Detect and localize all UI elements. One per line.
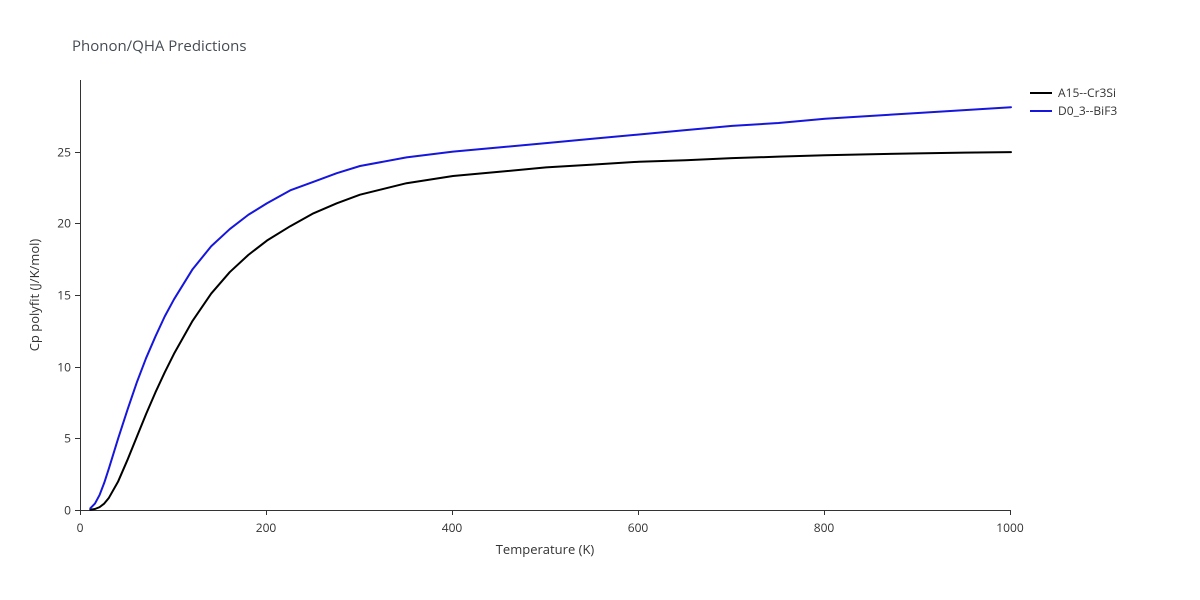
y-tick-label: 10 xyxy=(47,358,71,375)
x-tick-label: 0 xyxy=(77,519,84,536)
y-tick-label: 5 xyxy=(47,430,71,447)
y-tick-mark xyxy=(75,367,80,368)
x-axis-label: Temperature (K) xyxy=(496,540,595,558)
x-tick-mark xyxy=(452,510,453,515)
chart-lines xyxy=(81,80,1011,510)
legend-label: D0_3--BiF3 xyxy=(1058,102,1117,119)
x-tick-label: 1000 xyxy=(996,519,1023,536)
x-tick-mark xyxy=(1010,510,1011,515)
y-axis-label: Cp polyfit (J/K/mol) xyxy=(25,239,43,352)
x-tick-label: 200 xyxy=(256,519,277,536)
x-tick-label: 800 xyxy=(814,519,835,536)
series-line xyxy=(90,152,1011,510)
x-tick-label: 400 xyxy=(442,519,463,536)
y-tick-mark xyxy=(75,295,80,296)
chart-container: Phonon/QHA Predictions Temperature (K) C… xyxy=(0,0,1200,600)
x-tick-mark xyxy=(80,510,81,515)
x-tick-mark xyxy=(266,510,267,515)
y-tick-mark xyxy=(75,223,80,224)
x-tick-label: 600 xyxy=(628,519,649,536)
y-tick-mark xyxy=(75,438,80,439)
plot-area xyxy=(80,80,1011,511)
legend-swatch xyxy=(1030,110,1052,112)
x-tick-mark xyxy=(824,510,825,515)
y-tick-mark xyxy=(75,152,80,153)
y-tick-label: 20 xyxy=(47,215,71,232)
chart-title: Phonon/QHA Predictions xyxy=(72,36,247,56)
y-tick-label: 25 xyxy=(47,143,71,160)
y-tick-mark xyxy=(75,510,80,511)
legend-label: A15--Cr3Si xyxy=(1058,84,1116,101)
y-tick-label: 15 xyxy=(47,287,71,304)
y-tick-label: 0 xyxy=(47,502,71,519)
legend-item[interactable]: D0_3--BiF3 xyxy=(1030,102,1117,119)
legend-swatch xyxy=(1030,92,1052,94)
x-tick-mark xyxy=(638,510,639,515)
legend-item[interactable]: A15--Cr3Si xyxy=(1030,84,1116,101)
